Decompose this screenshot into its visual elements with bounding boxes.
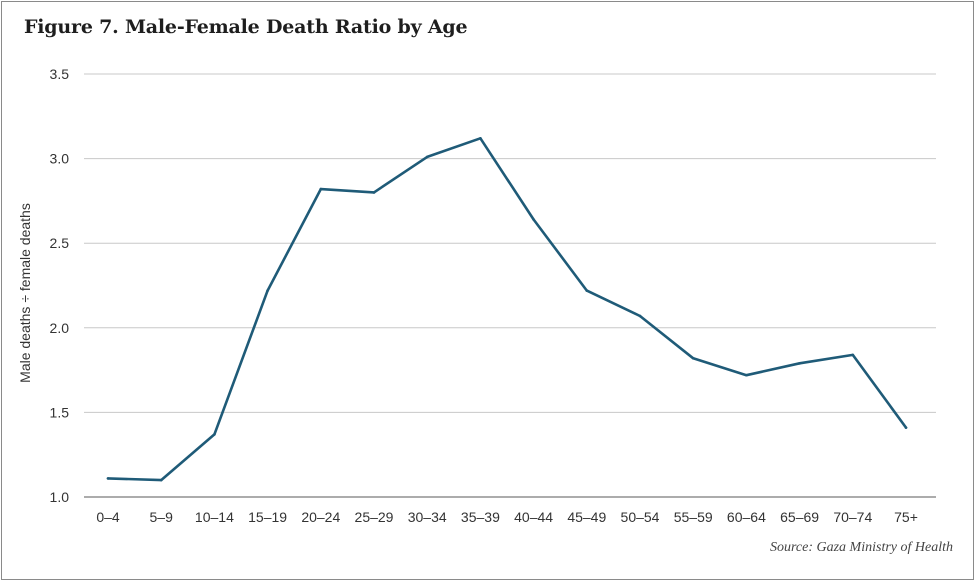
x-tick-label: 20–24 <box>301 509 340 525</box>
x-tick-label: 25–29 <box>355 509 394 525</box>
data-point-5–9 <box>159 478 163 482</box>
x-tick-label: 5–9 <box>150 509 174 525</box>
x-tick-label: 40–44 <box>514 509 553 525</box>
x-tick-label: 75+ <box>894 509 918 525</box>
x-tick-label: 50–54 <box>621 509 660 525</box>
data-point-30–34 <box>425 155 429 159</box>
data-point-35–39 <box>479 136 482 140</box>
x-tick-label: 65–69 <box>780 509 819 525</box>
series-line <box>106 137 908 482</box>
y-tick-label: 1.5 <box>50 404 70 420</box>
data-point-75+ <box>904 426 908 429</box>
x-tick-label: 10–14 <box>195 509 234 525</box>
y-tick-label: 3.0 <box>50 151 70 167</box>
x-tick-label: 45–49 <box>567 509 606 525</box>
data-point-70–74 <box>851 353 855 357</box>
source-note: Source: Gaza Ministry of Health <box>769 540 953 555</box>
y-axis-label: Male deaths ÷ female deaths <box>17 203 33 383</box>
data-point-0–4 <box>106 477 110 480</box>
x-tick-label: 55–59 <box>674 509 713 525</box>
data-point-15–19 <box>266 289 269 292</box>
x-tick-labels: 0–4 5–9 10–14 15–19 20–24 25–29 30–34 35–39 40–4… <box>96 509 918 525</box>
y-tick-label: 1.0 <box>50 489 70 505</box>
data-point-40–44 <box>532 218 535 221</box>
data-point-60–64 <box>745 373 748 377</box>
data-point-10–14 <box>213 433 216 436</box>
data-point-50–54 <box>638 314 642 318</box>
x-tick-label: 0–4 <box>96 509 120 525</box>
y-tick-label: 2.5 <box>50 235 70 251</box>
x-tick-label: 15–19 <box>248 509 287 525</box>
data-point-65–69 <box>798 362 801 365</box>
data-point-20–24 <box>319 187 323 191</box>
data-point-55–59 <box>691 356 695 360</box>
data-point-45–49 <box>585 289 589 292</box>
y-tick-label: 3.5 <box>50 66 70 82</box>
x-tick-label: 35–39 <box>461 509 500 525</box>
x-tick-label: 60–64 <box>727 509 766 525</box>
data-point-25–29 <box>372 191 376 194</box>
gridlines <box>84 73 936 413</box>
y-tick-labels: 1.0 1.5 2.0 2.5 3.0 3.5 <box>50 66 70 505</box>
x-tick-label: 30–34 <box>408 509 447 525</box>
x-tick-label: 70–74 <box>833 509 872 525</box>
data-points <box>106 136 908 482</box>
y-tick-label: 2.0 <box>50 320 70 336</box>
chart-title: Figure 7. Male-Female Death Ratio by Age <box>24 16 468 38</box>
